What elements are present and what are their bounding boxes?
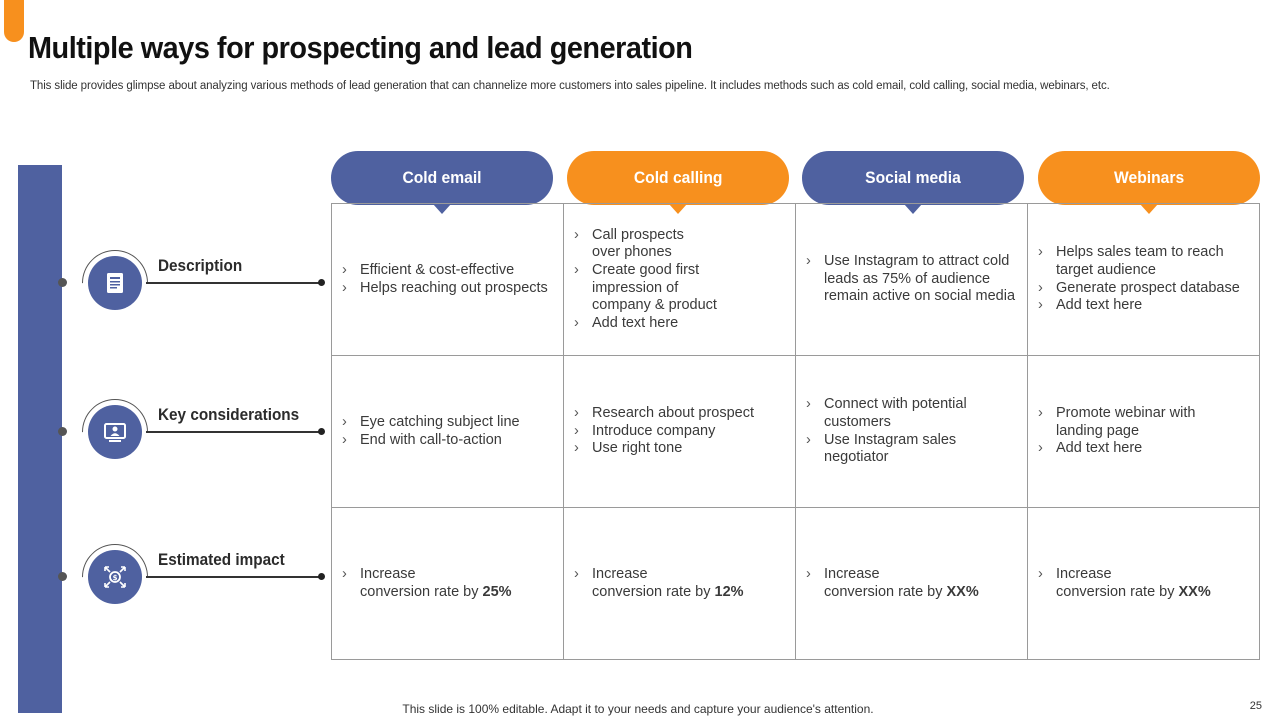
list-item: Increase conversion rate by XX% — [1036, 566, 1251, 601]
page-number: 25 — [1249, 700, 1262, 712]
slide-footer: This slide is 100% editable. Adapt it to… — [0, 702, 1280, 716]
impact-prefix: Increase — [360, 565, 416, 582]
comparison-grid: Efficient & cost-effective Helps reachin… — [331, 203, 1260, 660]
list-item: Research about prospect — [572, 405, 787, 423]
row-label-estimated-impact: Estimated impact — [158, 550, 285, 569]
icon-circle — [88, 256, 142, 310]
slide-subtitle: This slide provides glimpse about analyz… — [30, 80, 1110, 92]
table-cell: Promote webinar with landing page Add te… — [1027, 355, 1260, 508]
list-item: Use Instagram to attract cold leads as 7… — [804, 253, 1019, 306]
connector-line — [146, 282, 322, 284]
icon-circle: $ — [88, 550, 142, 604]
table-cell: Increase conversion rate by XX% — [1027, 507, 1260, 660]
table-row: Efficient & cost-effective Helps reachin… — [331, 203, 1260, 356]
connector-dot — [318, 573, 325, 580]
side-accent-bar — [18, 165, 62, 713]
document-icon — [107, 273, 123, 293]
impact-prefix: Increase — [592, 565, 648, 582]
column-label: Social media — [865, 168, 961, 187]
list-item: Add text here — [1036, 297, 1251, 315]
table-cell: Helps sales team to reach target audienc… — [1027, 203, 1260, 356]
column-header-cold-email: Cold email — [331, 151, 553, 214]
list-item: Promote webinar with landing page — [1036, 405, 1216, 440]
list-item: Use Instagram sales negotiator — [804, 432, 974, 467]
list-item: Generate prospect database — [1036, 280, 1251, 298]
connector-dot — [318, 279, 325, 286]
table-cell: Connect with potential customers Use Ins… — [795, 355, 1028, 508]
impact-value: XX% — [1178, 583, 1211, 600]
connector-dot — [58, 278, 67, 287]
connector-dot — [318, 428, 325, 435]
list-item: Eye catching subject line — [340, 414, 555, 432]
column-label: Cold email — [402, 168, 482, 187]
table-cell: Research about prospect Introduce compan… — [563, 355, 796, 508]
list-item: Efficient & cost-effective — [340, 262, 555, 280]
list-item: Increase conversion rate by 25% — [340, 566, 555, 601]
list-item: Introduce company — [572, 423, 787, 441]
impact-prefix: Increase — [824, 565, 880, 582]
monitor-user-icon — [104, 423, 126, 442]
list-item: Connect with potential customers — [804, 396, 984, 431]
icon-circle — [88, 405, 142, 459]
table-cell: Increase conversion rate by 12% — [563, 507, 796, 660]
impact-text: conversion rate by — [592, 583, 711, 600]
column-header-social-media: Social media — [802, 151, 1024, 214]
connector-dot — [58, 427, 67, 436]
table-row: Eye catching subject line End with call-… — [331, 355, 1260, 508]
impact-value: 25% — [482, 583, 512, 600]
list-item: Add text here — [1036, 440, 1251, 458]
row-header-key-considerations: Key considerations — [58, 385, 328, 479]
corner-accent-tab — [4, 0, 24, 42]
impact-text: conversion rate by — [824, 583, 943, 600]
row-label-description: Description — [158, 256, 243, 275]
table-row: Increase conversion rate by 25% Increase… — [331, 507, 1260, 660]
impact-prefix: Increase — [1056, 565, 1112, 582]
row-header-estimated-impact: $ Estimated impact — [58, 530, 328, 624]
svg-text:$: $ — [113, 574, 118, 582]
list-item: Call prospects over phones — [572, 227, 700, 262]
row-label-key-considerations: Key considerations — [158, 405, 300, 424]
table-cell: Increase conversion rate by 25% — [331, 507, 564, 660]
connector-line — [146, 576, 322, 578]
list-item: Use right tone — [572, 440, 787, 458]
list-item: Helps sales team to reach target audienc… — [1036, 244, 1236, 279]
money-growth-icon: $ — [104, 566, 126, 588]
list-item: Increase conversion rate by XX% — [804, 566, 1019, 601]
column-header-cold-calling: Cold calling — [567, 151, 789, 214]
slide-title: Multiple ways for prospecting and lead g… — [28, 30, 693, 65]
list-item: Add text here — [572, 315, 787, 333]
impact-value: 12% — [714, 583, 744, 600]
table-cell: Use Instagram to attract cold leads as 7… — [795, 203, 1028, 356]
list-item: Create good first impression of company … — [572, 262, 727, 315]
list-item: End with call-to-action — [340, 432, 555, 450]
column-label: Webinars — [1113, 168, 1185, 187]
footer-text: This slide is 100% editable. Adapt it to… — [402, 702, 874, 716]
list-item: Increase conversion rate by 12% — [572, 566, 787, 601]
connector-line — [146, 431, 322, 433]
column-label: Cold calling — [633, 168, 723, 187]
table-cell: Efficient & cost-effective Helps reachin… — [331, 203, 564, 356]
table-cell: Increase conversion rate by XX% — [795, 507, 1028, 660]
table-cell: Eye catching subject line End with call-… — [331, 355, 564, 508]
connector-dot — [58, 572, 67, 581]
impact-value: XX% — [946, 583, 979, 600]
impact-text: conversion rate by — [1056, 583, 1175, 600]
column-header-webinars: Webinars — [1038, 151, 1260, 214]
row-header-description: Description — [58, 236, 328, 330]
table-cell: Call prospects over phones Create good f… — [563, 203, 796, 356]
list-item: Helps reaching out prospects — [340, 280, 555, 298]
impact-text: conversion rate by — [360, 583, 479, 600]
